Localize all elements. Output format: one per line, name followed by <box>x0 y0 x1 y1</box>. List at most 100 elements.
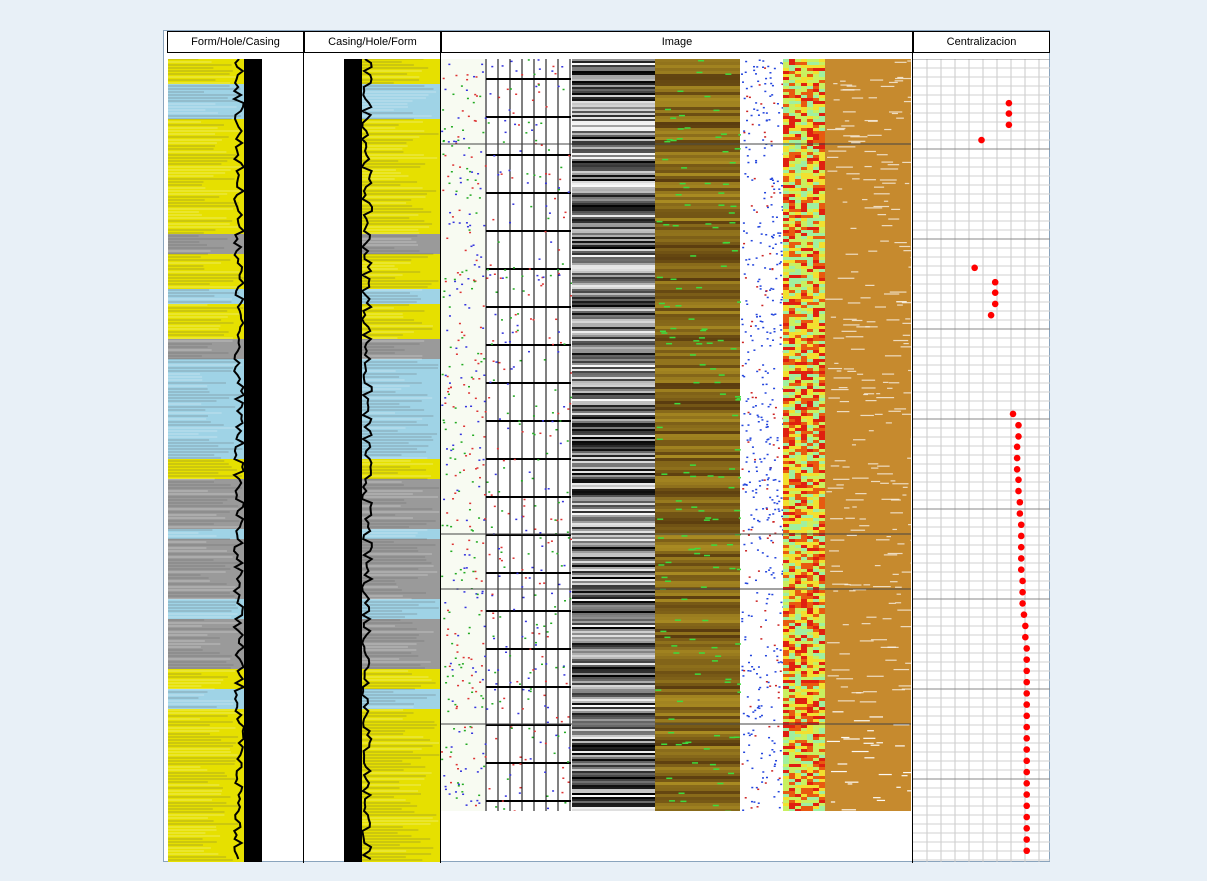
heat-cell <box>789 368 795 371</box>
heat-cell <box>795 668 801 671</box>
heat-cell <box>819 368 825 371</box>
heat-cell <box>789 272 795 275</box>
heat-cell <box>783 608 789 611</box>
resistivity-image-row <box>655 467 740 470</box>
resistivity-image-row <box>655 566 740 569</box>
amplitude-stripe <box>572 91 655 93</box>
heat-cell <box>807 191 813 194</box>
ochre-streak <box>903 100 911 103</box>
heat-cell <box>819 767 825 770</box>
curve-sample <box>466 225 469 228</box>
heat-cell <box>795 326 801 329</box>
heat-cell <box>807 272 813 275</box>
amplitude-stripe <box>572 543 655 545</box>
curve-sample <box>774 557 777 559</box>
heat-cell <box>813 443 819 446</box>
amplitude-stripe <box>572 275 655 277</box>
ochre-streak <box>841 330 857 332</box>
ochre-streak <box>892 573 899 575</box>
image-feature <box>688 548 695 551</box>
resistivity-image-row <box>655 563 740 566</box>
curve-sample <box>745 60 748 63</box>
heat-cell <box>807 80 813 83</box>
curve-sample <box>465 346 468 348</box>
ochre-streak <box>851 97 864 99</box>
curve-sample <box>747 669 750 672</box>
curve-sample <box>770 313 773 316</box>
heat-cell <box>819 593 825 596</box>
curve-sample <box>558 249 561 251</box>
curve-sample <box>441 758 444 761</box>
curve-sample <box>522 688 525 691</box>
heat-cell <box>783 65 789 68</box>
curve-sample <box>477 420 480 423</box>
resistivity-image-row <box>655 524 740 527</box>
heat-cell <box>819 473 825 476</box>
heat-cell <box>819 362 825 365</box>
heat-cell <box>801 320 807 323</box>
heat-cell <box>789 590 795 593</box>
heat-cell <box>819 86 825 89</box>
heat-cell <box>807 260 813 263</box>
curve-sample <box>475 690 478 693</box>
curve-sample <box>472 279 475 281</box>
heat-cell <box>807 122 813 125</box>
amplitude-stripe <box>572 113 655 115</box>
heat-cell <box>819 164 825 167</box>
heat-cell <box>819 728 825 731</box>
curve-sample <box>766 426 769 428</box>
heat-cell <box>795 551 801 554</box>
heat-cell <box>813 92 819 95</box>
heat-cell <box>813 788 819 791</box>
heat-cell <box>807 176 813 179</box>
heat-cell <box>801 716 807 719</box>
curve-sample <box>751 123 754 126</box>
heat-cell <box>789 425 795 428</box>
amplitude-stripe <box>572 595 655 597</box>
heat-cell <box>783 791 789 794</box>
curve-sample <box>476 799 479 802</box>
resistivity-image-row <box>655 800 740 803</box>
heat-cell <box>795 809 801 811</box>
heat-cell <box>807 359 813 362</box>
ochre-streak <box>837 277 855 279</box>
curve-sample <box>779 661 782 663</box>
heat-cell <box>819 419 825 422</box>
curve-sample <box>501 332 504 334</box>
heat-cell <box>795 338 801 341</box>
image-feature <box>709 763 716 766</box>
heat-cell <box>813 719 819 722</box>
heat-cell <box>801 779 807 782</box>
heat-cell <box>813 197 819 200</box>
heat-cell <box>795 782 801 785</box>
heat-cell <box>783 272 789 275</box>
image-feature <box>660 630 667 633</box>
centralizer-point <box>1015 421 1022 429</box>
heat-cell <box>783 581 789 584</box>
heat-cell <box>813 284 819 287</box>
heat-cell <box>783 536 789 539</box>
image-feature <box>731 250 738 252</box>
heat-cell <box>819 176 825 179</box>
amplitude-stripe <box>572 333 655 335</box>
heat-cell <box>813 785 819 788</box>
centralizer-point <box>1023 813 1031 821</box>
heat-cell <box>819 191 825 194</box>
curve-sample <box>519 763 522 765</box>
curve-sample <box>778 480 781 483</box>
amplitude-stripe <box>572 341 655 343</box>
curve-sample <box>484 117 487 119</box>
heat-cell <box>801 743 807 746</box>
image-feature <box>666 138 673 141</box>
heat-cell <box>789 800 795 803</box>
heat-cell <box>795 182 801 185</box>
curve-sample <box>744 582 747 584</box>
amplitude-stripe <box>572 265 655 267</box>
image-feature <box>719 393 726 395</box>
ochre-streak <box>868 97 878 99</box>
ochre-streak <box>841 809 856 811</box>
heat-cell <box>801 503 807 506</box>
amplitude-stripe <box>572 209 655 211</box>
curve-sample <box>474 179 477 181</box>
heat-cell <box>807 278 813 281</box>
